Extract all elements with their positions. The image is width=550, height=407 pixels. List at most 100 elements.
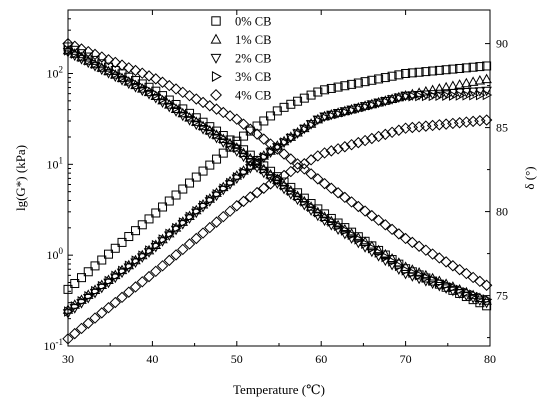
g-point-2pct-cb <box>359 102 371 112</box>
g-point-4pct-cb <box>244 191 257 203</box>
g-point-3pct-cb <box>374 98 385 109</box>
g-point-4pct-cb <box>325 145 338 157</box>
delta-point-4pct-cb <box>325 182 338 194</box>
delta-point-3pct-cb <box>361 238 371 250</box>
delta-point-3pct-cb <box>124 75 135 86</box>
g-point-2pct-cb <box>83 294 94 304</box>
legend-label-3pct-cb: 3% CB <box>235 70 271 84</box>
g-point-3pct-cb <box>340 107 351 118</box>
delta-point-3pct-cb <box>212 129 223 140</box>
g-point-0pct-cb <box>414 67 424 77</box>
g-point-3pct-cb <box>259 151 270 163</box>
g-point-3pct-cb <box>124 260 135 271</box>
g-point-4pct-cb <box>420 120 432 132</box>
g-point-0pct-cb <box>144 214 154 224</box>
g-point-1pct-cb <box>440 81 452 92</box>
g-point-1pct-cb <box>454 79 465 89</box>
delta-point-4pct-cb <box>420 244 432 256</box>
delta-point-3pct-cb <box>77 51 88 63</box>
x-tick-label: 40 <box>146 352 158 366</box>
g-point-3pct-cb <box>388 94 398 106</box>
g-point-3pct-cb <box>199 200 209 211</box>
delta-point-4pct-cb <box>345 196 358 208</box>
g-point-0pct-cb <box>367 75 377 85</box>
delta-point-3pct-cb <box>97 61 108 73</box>
delta-point-3pct-cb <box>415 269 425 281</box>
g-point-3pct-cb <box>455 90 466 101</box>
g-point-3pct-cb <box>77 296 88 307</box>
g-point-0pct-cb <box>482 61 492 71</box>
right-y-tick-label: 75 <box>496 289 508 303</box>
g-point-0pct-cb <box>448 64 458 74</box>
g-point-2pct-cb <box>312 115 324 126</box>
delta-point-1pct-cb <box>353 232 364 242</box>
g-point-0pct-cb <box>158 202 168 212</box>
g-point-4pct-cb <box>426 119 439 132</box>
delta-point-4pct-cb <box>352 200 365 213</box>
delta-point-4pct-cb <box>69 40 81 52</box>
delta-point-4pct-cb <box>271 143 284 155</box>
g-point-3pct-cb <box>118 265 128 277</box>
g-point-4pct-cb <box>156 260 169 272</box>
g-point-4pct-cb <box>129 281 142 293</box>
legend-marker-2pct-cb <box>210 53 222 64</box>
g-point-3pct-cb <box>104 275 115 287</box>
delta-point-3pct-cb <box>286 185 297 197</box>
delta-point-3pct-cb <box>475 291 486 303</box>
delta-point-3pct-cb <box>334 220 344 232</box>
delta-point-3pct-cb <box>448 282 459 293</box>
delta-point-0pct-cb <box>104 62 114 72</box>
legend-marker-0pct-cb <box>211 16 221 26</box>
g-point-2pct-cb <box>96 283 108 294</box>
delta-point-3pct-cb <box>273 174 283 186</box>
g-point-2pct-cb <box>62 309 74 319</box>
g-point-0pct-cb <box>77 273 87 283</box>
g-point-3pct-cb <box>462 90 473 101</box>
g-point-0pct-cb <box>239 131 249 141</box>
delta-point-4pct-cb <box>109 56 121 69</box>
delta-point-1pct-cb <box>116 72 128 83</box>
delta-point-1pct-cb <box>258 163 270 174</box>
g-point-0pct-cb <box>245 126 255 136</box>
g-point-2pct-cb <box>292 129 303 139</box>
g-point-0pct-cb <box>475 62 485 72</box>
delta-point-3pct-cb <box>469 289 479 300</box>
g-point-3pct-cb <box>131 255 142 266</box>
g-point-0pct-cb <box>70 279 80 289</box>
g-point-3pct-cb <box>475 89 486 101</box>
delta-point-4pct-cb <box>170 83 182 95</box>
g-point-3pct-cb <box>334 108 344 120</box>
delta-point-1pct-cb <box>413 267 425 277</box>
g-point-3pct-cb <box>313 115 324 126</box>
g-point-4pct-cb <box>210 216 223 228</box>
g-point-2pct-cb <box>346 105 357 116</box>
g-point-0pct-cb <box>360 77 370 87</box>
g-point-3pct-cb <box>84 290 94 302</box>
delta-point-4pct-cb <box>298 163 311 175</box>
g-point-2pct-cb <box>366 100 378 110</box>
delta-point-1pct-cb <box>312 206 324 217</box>
g-point-3pct-cb <box>165 228 175 240</box>
left-y-tick-label: 102 <box>47 64 64 80</box>
g-point-0pct-cb <box>212 154 222 164</box>
delta-point-3pct-cb <box>84 55 94 66</box>
delta-point-4pct-cb <box>190 93 202 105</box>
g-point-4pct-cb <box>136 276 148 288</box>
delta-point-1pct-cb <box>62 44 74 55</box>
g-point-3pct-cb <box>70 301 81 312</box>
delta-point-4pct-cb <box>96 51 108 63</box>
g-point-0pct-cb <box>137 220 147 230</box>
g-point-4pct-cb <box>379 128 392 141</box>
g-point-3pct-cb <box>320 112 331 123</box>
g-point-4pct-cb <box>393 124 405 136</box>
delta-point-3pct-cb <box>246 153 256 164</box>
delta-point-3pct-cb <box>300 196 310 207</box>
g-point-0pct-cb <box>164 196 174 206</box>
g-point-0pct-cb <box>205 160 215 170</box>
legend-marker-3pct-cb <box>211 71 222 82</box>
delta-point-4pct-cb <box>474 275 486 288</box>
g-point-3pct-cb <box>151 239 162 251</box>
delta-point-4pct-cb <box>82 45 94 58</box>
g-point-0pct-cb <box>104 249 114 259</box>
g-point-0pct-cb <box>117 237 127 247</box>
